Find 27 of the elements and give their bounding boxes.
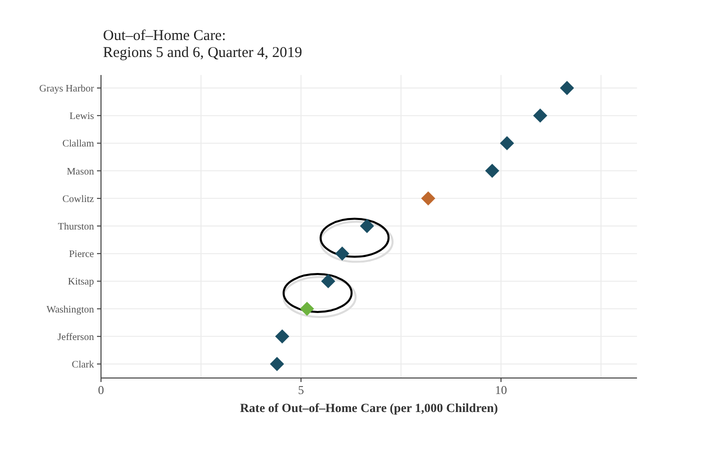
point <box>421 191 436 206</box>
point <box>275 329 290 344</box>
y-tick-label: Clallam <box>62 138 94 150</box>
x-tick-label: 5 <box>298 383 304 397</box>
point <box>560 80 574 96</box>
point <box>321 274 336 288</box>
y-tick-label: Grays Harbor <box>39 84 95 94</box>
y-tick-label: Cowlitz <box>62 194 95 205</box>
y-tick-label: Lewis <box>70 111 94 122</box>
point <box>533 108 548 123</box>
y-tick-label: Mason <box>66 166 94 178</box>
point <box>485 164 500 178</box>
y-tick-label: Clark <box>72 360 94 370</box>
y-tick-label: Kitsap <box>68 276 94 288</box>
chart-title: Out–of–Home Care: Regions 5 and 6, Quarter 4, 2019 <box>103 28 302 61</box>
x-axis-title: Rate of Out–of–Home Care (per 1,000 Children) <box>240 401 498 415</box>
y-tick-label: Jefferson <box>58 332 94 343</box>
x-tick-label: 0 <box>98 383 104 397</box>
point <box>360 218 374 234</box>
y-tick-label: Pierce <box>69 249 95 260</box>
point <box>500 136 514 150</box>
point <box>300 302 314 316</box>
point <box>335 246 350 261</box>
y-tick-label: Thurston <box>58 222 94 232</box>
x-tick-label: 10 <box>495 383 507 397</box>
y-tick-label: Washington <box>46 304 94 316</box>
point <box>270 356 284 372</box>
